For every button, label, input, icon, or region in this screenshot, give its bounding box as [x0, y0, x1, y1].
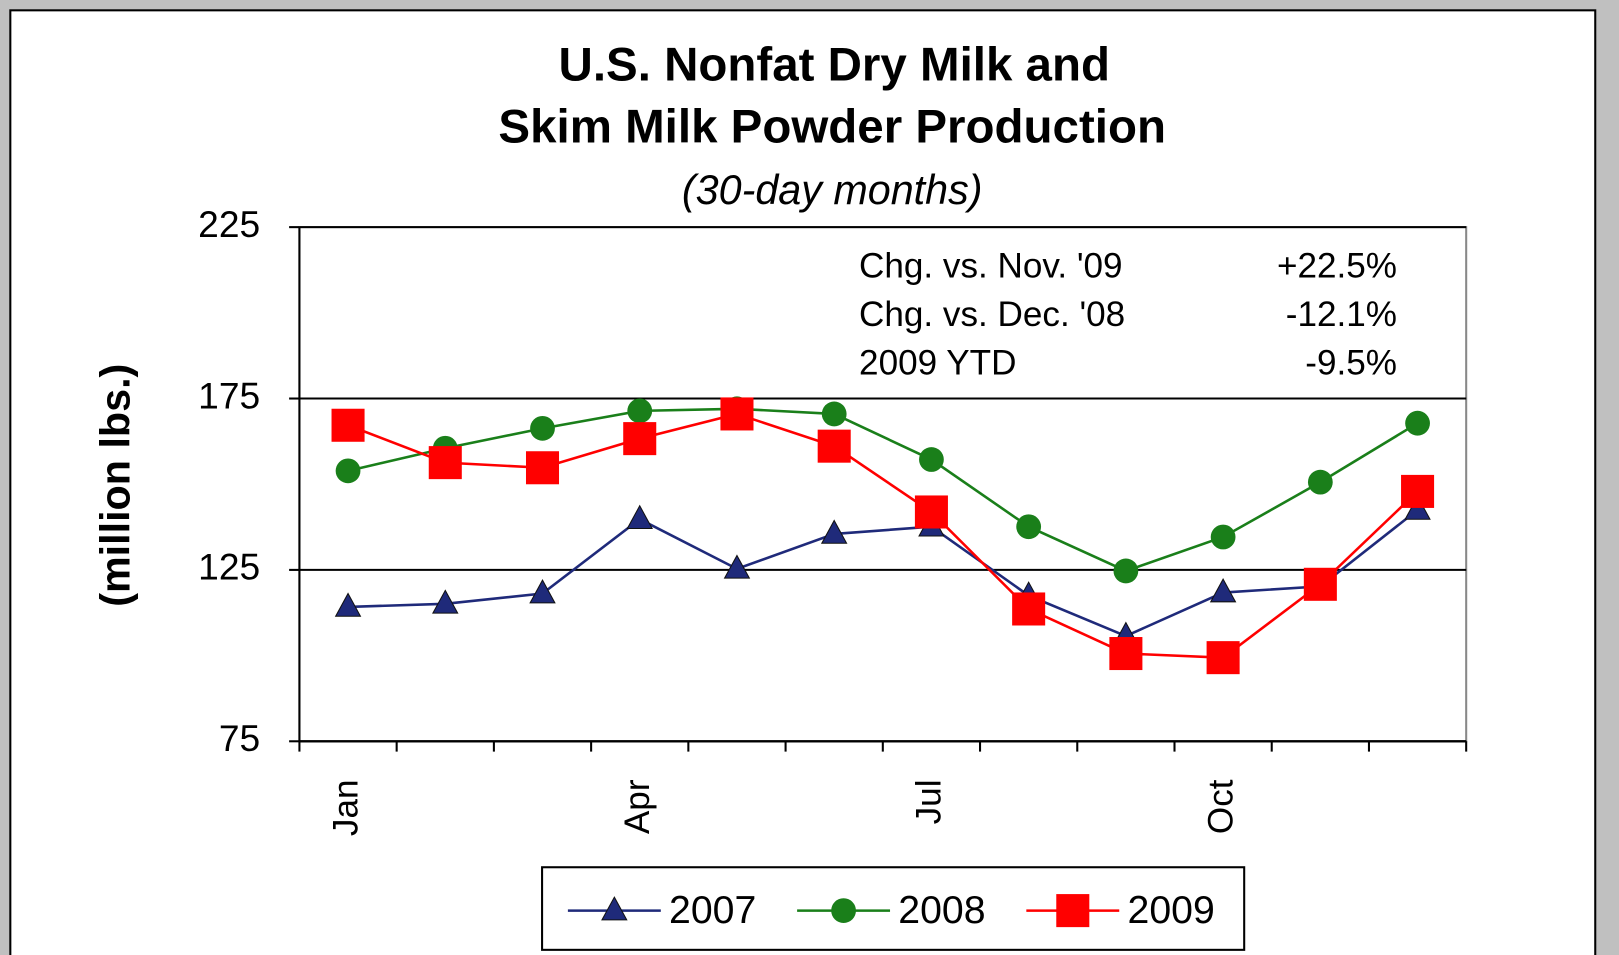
annotation-value: -12.1% — [1286, 295, 1397, 334]
y-tick-label: 225 — [198, 203, 260, 245]
legend-label: 2009 — [1128, 888, 1215, 932]
point — [530, 415, 555, 441]
point — [831, 898, 856, 923]
point — [914, 495, 948, 529]
point — [1016, 514, 1042, 540]
x-tick-label: Jan — [326, 779, 365, 836]
legend-label: 2007 — [669, 888, 756, 932]
point — [1206, 641, 1240, 675]
point — [623, 422, 657, 456]
annotation-value: +22.5% — [1277, 247, 1397, 286]
point — [1307, 469, 1333, 495]
point — [1113, 558, 1139, 584]
annotation-label: Chg. vs. Dec. '08 — [859, 295, 1125, 334]
point — [529, 579, 556, 604]
x-tick-label: Oct — [1201, 779, 1240, 834]
point — [1210, 524, 1236, 550]
point — [428, 446, 462, 480]
point — [1109, 637, 1143, 671]
y-tick-label: 75 — [219, 717, 260, 759]
annotation-label: Chg. vs. Nov. '09 — [859, 247, 1123, 286]
point — [1303, 567, 1337, 601]
point — [334, 592, 362, 617]
legend-label: 2008 — [898, 888, 985, 932]
point — [817, 429, 851, 463]
series-line — [347, 407, 1419, 573]
point — [1209, 578, 1237, 603]
point — [1405, 410, 1430, 436]
point — [723, 554, 751, 579]
point — [335, 458, 361, 484]
point — [432, 589, 459, 614]
point — [525, 451, 560, 485]
y-axis-label: (million lbs.) — [93, 364, 139, 607]
chart-subtitle: (30-day months) — [682, 167, 983, 213]
point — [1401, 474, 1435, 508]
annotation-value: -9.5% — [1305, 344, 1397, 383]
y-tick-label: 175 — [198, 374, 260, 416]
x-tick-label: Jul — [910, 779, 949, 824]
chart-title: Skim Milk Powder Production — [498, 101, 1166, 154]
point — [626, 504, 653, 529]
point — [627, 398, 653, 424]
point — [1056, 894, 1090, 928]
point — [720, 397, 754, 431]
point — [331, 408, 365, 442]
point — [820, 519, 848, 544]
point — [1012, 592, 1046, 626]
series-line — [348, 508, 1419, 638]
legend-box — [541, 866, 1246, 951]
point — [919, 447, 944, 472]
x-tick-label: Apr — [618, 779, 657, 834]
chart-title: U.S. Nonfat Dry Milk and — [559, 39, 1110, 92]
y-tick-label: 125 — [198, 546, 260, 588]
annotation-label: 2009 YTD — [859, 344, 1016, 383]
point — [601, 896, 628, 921]
point — [821, 401, 847, 427]
